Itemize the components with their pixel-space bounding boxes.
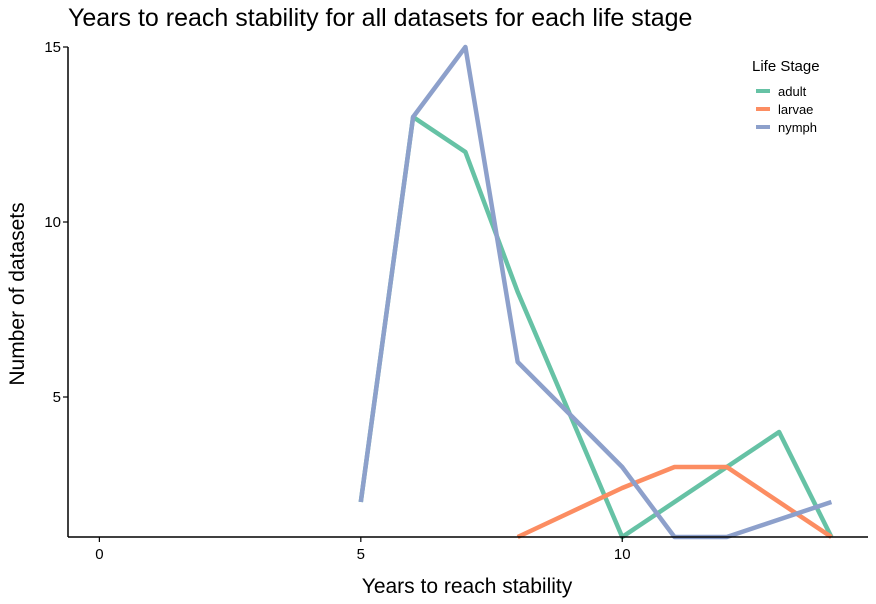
legend-key — [756, 107, 770, 111]
ticks: 0 5 10 5 10 15 — [44, 39, 630, 563]
legend-label: nymph — [778, 119, 818, 135]
y-tick-label: 5 — [53, 389, 61, 406]
series-lines — [358, 44, 834, 540]
legend-key — [756, 89, 770, 93]
series-line-nymph — [358, 44, 833, 540]
y-axis-title: Number of datasets — [6, 202, 29, 385]
series-line-larvae — [516, 464, 833, 540]
legend: Life Stage adult larvae nymph — [752, 58, 820, 136]
y-tick-label: 10 — [44, 214, 61, 231]
x-tick-label: 0 — [95, 546, 103, 563]
legend-label: larvae — [778, 101, 814, 117]
x-axis-title: Years to reach stability — [362, 575, 573, 598]
series-line-adult — [358, 114, 834, 540]
axes — [67, 47, 868, 538]
legend-item-nymph: nymph — [752, 118, 820, 136]
chart-title: Years to reach stability for all dataset… — [68, 4, 693, 32]
legend-item-adult: adult — [752, 82, 820, 100]
y-tick-label: 15 — [44, 39, 61, 56]
x-tick-label: 10 — [614, 546, 631, 563]
legend-title: Life Stage — [752, 58, 820, 75]
legend-key — [756, 125, 770, 129]
x-tick-label: 5 — [357, 546, 365, 563]
legend-item-larvae: larvae — [752, 100, 820, 118]
legend-label: adult — [778, 83, 807, 99]
